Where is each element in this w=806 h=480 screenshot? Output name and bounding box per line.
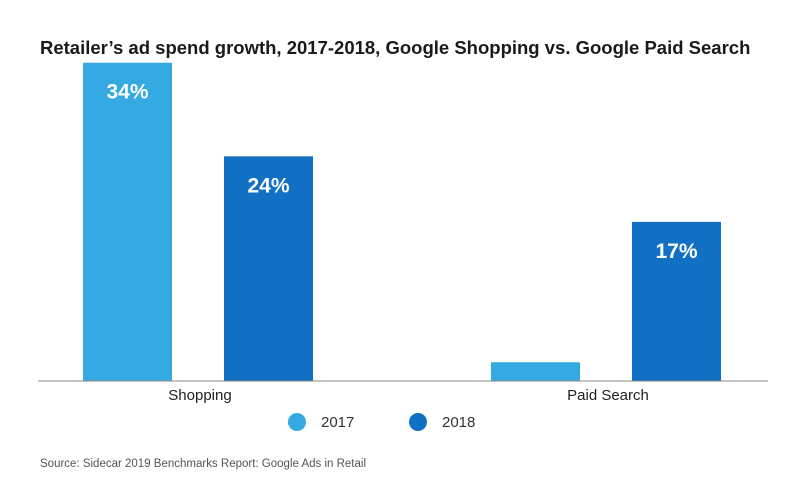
legend: 2017 2018 [288, 413, 475, 431]
bar-2017-paid-search [491, 362, 580, 381]
legend-marker-2018 [409, 413, 427, 431]
data-label-2017-shopping: 34% [106, 81, 148, 104]
legend-marker-2017 [288, 413, 306, 431]
bar-2017-shopping [83, 62, 172, 381]
bars-group: 34% 2% 24% 17% [83, 62, 721, 403]
bar-2018-shopping [224, 156, 313, 381]
legend-label-2018: 2018 [442, 414, 475, 431]
legend-label-2017: 2017 [321, 414, 354, 431]
category-label-paid-search: Paid Search [567, 387, 649, 404]
source-note: Source: Sidecar 2019 Benchmarks Report: … [40, 458, 366, 470]
bar-2018-paid-search [632, 221, 721, 381]
data-label-2018-paid-search: 17% [655, 240, 697, 263]
data-label-2018-shopping: 24% [247, 174, 289, 197]
data-label-2017-paid-search: 2% [520, 380, 551, 403]
chart-title: Retailer’s ad spend growth, 2017-2018, G… [40, 37, 750, 58]
category-label-shopping: Shopping [168, 387, 231, 404]
